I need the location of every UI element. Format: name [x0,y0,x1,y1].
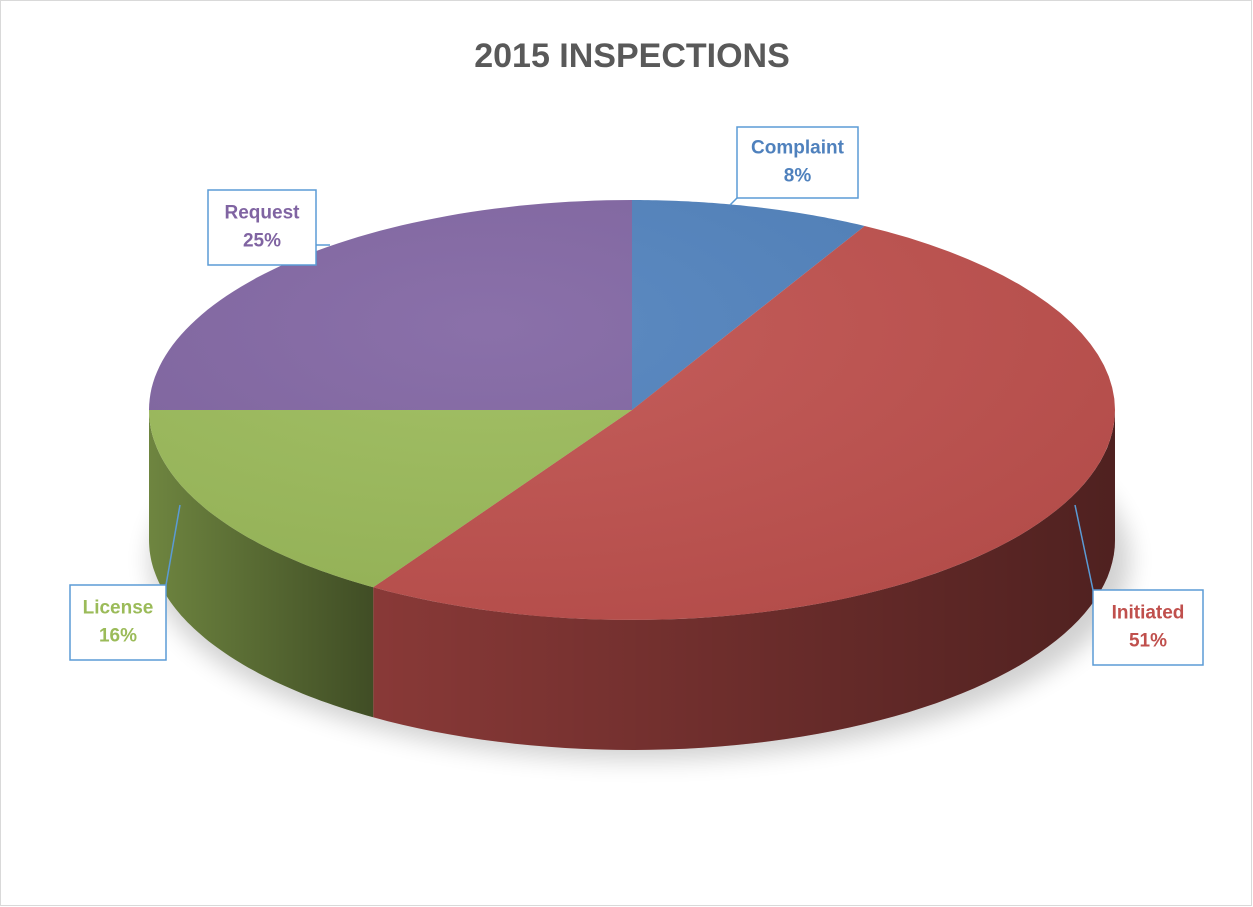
slice-side-shade [149,410,374,718]
callout-pointer [165,504,181,586]
data-label-name: Complaint [751,138,845,159]
data-label-value: 16% [99,626,137,647]
callout-pointer [1074,504,1094,591]
callout-box [207,189,317,266]
callout-pointer [729,197,738,206]
callout-box [1092,589,1204,666]
data-label-value: 51% [1129,631,1167,652]
chart-title: 2015 INSPECTIONS [474,37,790,75]
top-shade [149,200,1115,620]
callout-box [736,126,859,199]
callout-box [69,584,167,661]
data-label-name: Request [225,203,301,224]
data-label-value: 25% [243,231,281,252]
data-label-name: Initiated [1112,603,1185,624]
data-label-name: License [83,598,154,619]
slice-side-shade [373,410,1115,750]
data-label-value: 8% [784,166,812,187]
